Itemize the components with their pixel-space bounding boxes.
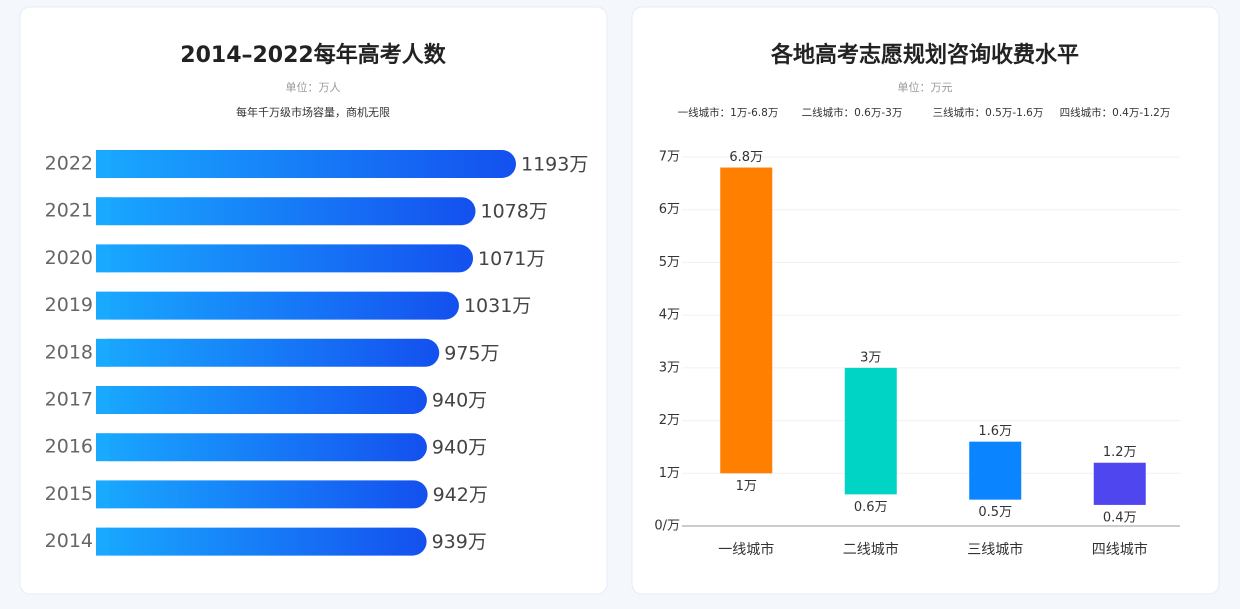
bar [96, 433, 427, 462]
bar-left-edge [96, 433, 110, 462]
y-tick-label: 2万 [659, 413, 680, 428]
bar [96, 197, 476, 226]
bar [96, 291, 459, 320]
value-label: 940万 [432, 390, 487, 412]
high-label: 1.2万 [1103, 445, 1137, 460]
x-tick-label: 三线城市 [967, 541, 1023, 558]
bar [96, 150, 516, 178]
chart-title: 2014–2022每年高考人数 [180, 42, 446, 68]
high-label: 3万 [860, 350, 881, 365]
bar [96, 244, 474, 273]
low-label: 0.5万 [978, 505, 1012, 520]
bar [96, 527, 427, 556]
category-label: 2019 [45, 294, 93, 316]
high-label: 6.8万 [729, 150, 763, 165]
subtitle: 单位：万元 [898, 80, 953, 94]
x-tick-label: 四线城市 [1092, 541, 1148, 558]
value-label: 1071万 [478, 248, 545, 270]
note: 三线城市：0.5万-1.6万 [933, 106, 1044, 119]
bar-left-edge [96, 244, 110, 273]
y-tick-label: 1万 [659, 466, 680, 481]
category-label: 2016 [45, 436, 93, 458]
bar-left-edge [96, 150, 110, 178]
annotation: 每年千万级市场容量，商机无限 [236, 105, 390, 119]
value-label: 940万 [432, 437, 487, 459]
range-bar [844, 367, 897, 495]
bar-left-edge [96, 338, 110, 367]
y-tick-label: 7万 [659, 150, 680, 165]
y-tick-label: 5万 [659, 255, 680, 270]
value-label: 975万 [444, 342, 499, 364]
range-bar [969, 441, 1022, 500]
bar-left-edge [96, 386, 110, 414]
note: 二线城市：0.6万-3万 [802, 106, 903, 119]
note: 四线城市：0.4万-1.2万 [1060, 106, 1171, 119]
y-tick-label: 4万 [659, 308, 680, 323]
low-label: 0.6万 [854, 500, 888, 515]
bar-left-edge [96, 480, 110, 509]
y-tick-label: 0/万 [654, 519, 680, 534]
category-label: 2017 [45, 389, 93, 411]
chart-title: 各地高考志愿规划咨询收费水平 [770, 42, 1079, 68]
category-label: 2018 [45, 341, 93, 363]
card [631, 6, 1220, 595]
range-bar [1093, 462, 1146, 505]
bar [96, 480, 428, 509]
low-label: 0.4万 [1103, 510, 1137, 525]
subtitle: 单位：万人 [286, 80, 341, 94]
category-label: 2021 [45, 200, 93, 222]
high-label: 1.6万 [978, 424, 1012, 439]
value-label: 1193万 [521, 154, 588, 176]
category-label: 2014 [45, 530, 93, 552]
low-label: 1万 [736, 479, 757, 494]
category-label: 2022 [45, 153, 93, 175]
value-label: 1031万 [464, 295, 531, 317]
range-bar [720, 167, 773, 474]
x-tick-label: 二线城市 [843, 541, 899, 558]
note: 一线城市：1万-6.8万 [678, 106, 779, 119]
bar-left-edge [96, 527, 110, 556]
bar-left-edge [96, 197, 110, 226]
value-label: 942万 [433, 484, 488, 506]
bar [96, 386, 427, 414]
y-tick-label: 3万 [659, 360, 680, 375]
bar [96, 338, 440, 367]
value-label: 1078万 [481, 201, 548, 223]
category-label: 2015 [45, 483, 93, 505]
value-label: 939万 [432, 531, 487, 553]
category-label: 2020 [45, 247, 93, 269]
y-tick-label: 6万 [659, 202, 680, 217]
x-tick-label: 一线城市 [718, 541, 774, 558]
bar-left-edge [96, 291, 110, 320]
